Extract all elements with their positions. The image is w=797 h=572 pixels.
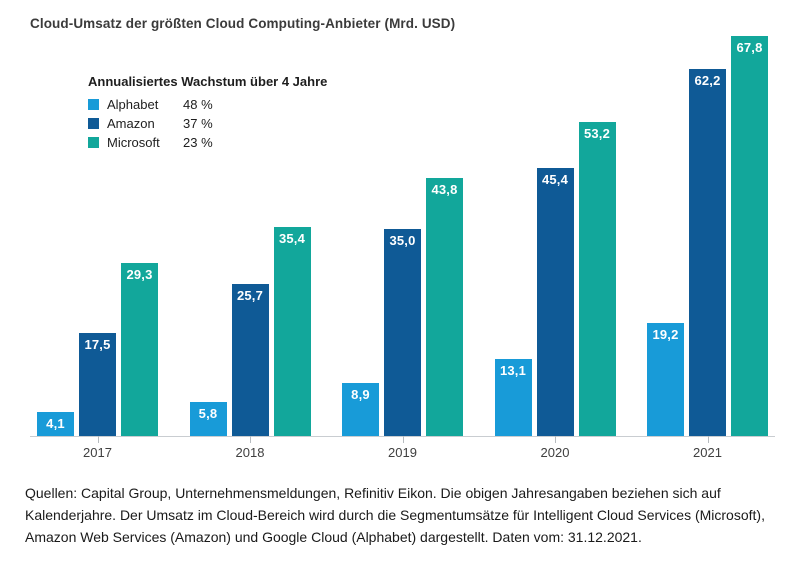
bar-value-label: 53,2 xyxy=(583,126,611,141)
bar-chart: Annualisiertes Wachstum über 4 Jahre Alp… xyxy=(30,31,775,468)
legend-label: Microsoft xyxy=(107,135,160,150)
legend-item-alphabet: Alphabet 48 % xyxy=(88,97,327,112)
x-axis-label-2019: 2019 xyxy=(388,445,417,460)
chart-legend: Annualisiertes Wachstum über 4 Jahre Alp… xyxy=(88,74,327,154)
bar-amazon-2017: 17,5 xyxy=(79,333,116,436)
bar-microsoft-2017: 29,3 xyxy=(121,263,158,436)
bar-value-label: 45,4 xyxy=(541,172,569,187)
bar-value-label: 43,8 xyxy=(431,182,458,197)
source-note: Quellen: Capital Group, Unternehmensmeld… xyxy=(25,485,765,545)
legend-items: Alphabet 48 % Amazon 37 % Microsoft 23 % xyxy=(88,97,327,150)
bars-2017: 4,1 17,5 29,3 xyxy=(37,263,158,436)
year-group-2017: 4,1 17,5 29,3 2017 xyxy=(37,36,158,460)
legend-value: 48 % xyxy=(183,97,213,112)
bar-microsoft-2020: 53,2 xyxy=(578,122,616,436)
x-axis-label-2020: 2020 xyxy=(540,445,570,460)
bar-value-label: 29,3 xyxy=(126,267,153,282)
year-group-2020: 13,1 45,4 53,2 2020 xyxy=(494,36,616,460)
bar-alphabet-2021: 19,2 xyxy=(647,323,684,436)
bar-value-label: 5,8 xyxy=(198,406,218,421)
bar-value-label: 17,5 xyxy=(84,337,111,352)
bars-2020: 13,1 45,4 53,2 xyxy=(494,122,616,436)
bar-amazon-2021: 62,2 xyxy=(689,69,726,436)
bar-value-label: 35,0 xyxy=(389,233,416,248)
axis-tick xyxy=(97,436,99,443)
bars-2018: 5,8 25,7 35,4 xyxy=(189,227,311,436)
bars-2019: 8,9 35,0 43,8 xyxy=(342,178,463,436)
bar-value-label: 19,2 xyxy=(652,327,679,342)
legend-item-amazon: Amazon 37 % xyxy=(88,116,327,131)
bar-alphabet-2017: 4,1 xyxy=(37,412,74,436)
bar-value-label: 4,1 xyxy=(46,416,65,431)
bar-microsoft-2019: 43,8 xyxy=(426,178,463,436)
bars-2021: 19,2 62,2 67,8 xyxy=(647,36,768,436)
legend-value: 37 % xyxy=(183,116,213,131)
axis-tick xyxy=(555,436,556,443)
legend-item-microsoft: Microsoft 23 % xyxy=(88,135,327,150)
axis-tick xyxy=(402,436,404,443)
axis-tick xyxy=(707,436,709,443)
legend-label: Amazon xyxy=(107,116,155,131)
year-group-2019: 8,9 35,0 43,8 2019 xyxy=(342,36,463,460)
bar-amazon-2020: 45,4 xyxy=(536,168,574,436)
legend-value: 23 % xyxy=(183,135,213,150)
bar-microsoft-2021: 67,8 xyxy=(731,36,768,436)
bar-amazon-2019: 35,0 xyxy=(384,229,421,436)
bar-value-label: 25,7 xyxy=(236,288,264,303)
bar-microsoft-2018: 35,4 xyxy=(273,227,311,436)
chart-title: Cloud-Umsatz der größten Cloud Computing… xyxy=(30,16,456,31)
axis-tick xyxy=(250,436,251,443)
legend-label: Alphabet xyxy=(107,97,159,112)
bar-value-label: 62,2 xyxy=(694,73,721,88)
legend-swatch-amazon xyxy=(88,118,99,129)
bar-amazon-2018: 25,7 xyxy=(231,284,269,436)
year-group-2021: 19,2 62,2 67,8 2021 xyxy=(647,36,768,460)
bar-value-label: 67,8 xyxy=(736,40,763,55)
x-axis-label-2021: 2021 xyxy=(693,445,722,460)
bar-alphabet-2020: 13,1 xyxy=(494,359,532,436)
bar-value-label: 13,1 xyxy=(499,363,527,378)
plot-area: 4,1 17,5 29,3 2017 5,8 25,7 35,4 2018 8,9 35,0 43,… xyxy=(30,36,775,460)
bar-alphabet-2018: 5,8 xyxy=(189,402,227,436)
x-axis-label-2018: 2018 xyxy=(235,445,265,460)
legend-swatch-microsoft xyxy=(88,137,99,148)
year-group-2018: 5,8 25,7 35,4 2018 xyxy=(189,36,311,460)
legend-title: Annualisiertes Wachstum über 4 Jahre xyxy=(88,74,328,89)
legend-swatch-alphabet xyxy=(88,99,99,110)
bar-value-label: 8,9 xyxy=(351,387,370,402)
bar-value-label: 35,4 xyxy=(278,231,306,246)
x-axis-label-2017: 2017 xyxy=(83,445,112,460)
bar-alphabet-2019: 8,9 xyxy=(342,383,379,436)
